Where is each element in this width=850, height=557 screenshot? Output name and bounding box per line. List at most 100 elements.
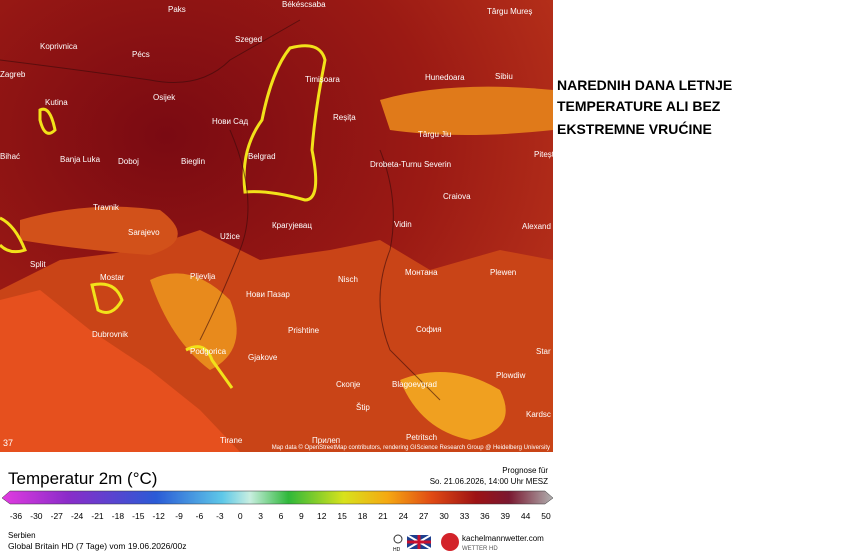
city-label: Travnik — [93, 203, 120, 212]
city-label: Скопје — [336, 380, 361, 389]
map: Paks Békéscsaba Târgu Mureș Koprivnica Pécs S… — [0, 0, 556, 452]
contours — [0, 44, 327, 389]
city-label: Belgrad — [248, 152, 276, 161]
colorbar — [1, 490, 554, 505]
city-label: Banja Luka — [60, 155, 101, 164]
footer-model: Global Britain HD (7 Tage) vom 19.06.202… — [8, 541, 186, 551]
legend-tick: 6 — [279, 511, 284, 521]
legend-tick: -21 — [91, 511, 104, 521]
footer: Serbien Global Britain HD (7 Tage) vom 1… — [8, 531, 544, 553]
city-label: Gjakove — [248, 353, 278, 362]
legend-tick: 36 — [480, 511, 490, 521]
city-label: Star — [536, 347, 551, 356]
legend-tick: -36 — [10, 511, 23, 521]
warm-area — [20, 206, 178, 255]
city-label: Osijek — [153, 93, 176, 102]
legend-tick: 50 — [541, 511, 551, 521]
legend-tick: 24 — [399, 511, 409, 521]
flag-cross — [407, 535, 431, 549]
city-label: Split — [30, 260, 46, 269]
city-label: Нови Сад — [212, 117, 248, 126]
hd-label: HD — [393, 547, 401, 553]
city-label: Plewen — [490, 268, 516, 277]
legend-tick: -18 — [112, 511, 125, 521]
legend-tick: 21 — [378, 511, 388, 521]
city-label: Прилеп — [312, 436, 340, 445]
legend-tick: 30 — [439, 511, 449, 521]
city-label: Монтана — [405, 268, 438, 277]
legend-tick: -27 — [51, 511, 64, 521]
footer-region: Serbien — [8, 531, 36, 540]
city-label: Koprivnica — [40, 42, 78, 51]
legend-tick: 39 — [500, 511, 510, 521]
city-label: Plowdiw — [496, 371, 526, 380]
legend-tick: 12 — [317, 511, 327, 521]
legend-tick: -3 — [216, 511, 224, 521]
forecast-label: Prognose für — [502, 466, 548, 475]
city-label: Sarajevo — [128, 228, 160, 237]
city-label: Drobeta-Turnu Severin — [370, 160, 451, 169]
legend-tick: -6 — [196, 511, 204, 521]
city-label: Prishtine — [288, 326, 320, 335]
corner-value: 37 — [3, 438, 13, 448]
headline: NAREDNIH DANA LETNJE TEMPERATURE ALI BEZ… — [557, 77, 732, 137]
legend-tick: 3 — [258, 511, 263, 521]
legend-tick: 15 — [337, 511, 347, 521]
legend-tick: -15 — [132, 511, 145, 521]
legend-tick: 18 — [358, 511, 368, 521]
city-label: Bihać — [0, 152, 20, 161]
legend-tick: 27 — [419, 511, 429, 521]
city-label: Podgorica — [190, 347, 227, 356]
legend-tick: 9 — [299, 511, 304, 521]
warm-area — [150, 273, 237, 370]
city-label: Pitești — [534, 150, 556, 159]
headline-line: TEMPERATURE ALI BEZ — [557, 98, 721, 114]
city-label: Kardsc — [526, 410, 551, 419]
headline-line: NAREDNIH DANA LETNJE — [557, 77, 732, 93]
forecast-time: So. 21.06.2026, 14:00 Uhr MESZ — [430, 477, 548, 486]
city-label: Dubrovnik — [92, 330, 129, 339]
city-label: Štip — [356, 403, 370, 412]
city-label: Крагујевац — [272, 221, 312, 230]
city-label: Užice — [220, 232, 241, 241]
city-label: Sibiu — [495, 72, 513, 81]
sea — [0, 290, 240, 452]
legend-tick: -12 — [153, 511, 166, 521]
legend-tick: 33 — [460, 511, 470, 521]
attribution: Map data © OpenStreetMap contributors, r… — [272, 444, 550, 451]
borders — [0, 19, 441, 401]
legend-title: Temperatur 2m (°C) — [8, 469, 157, 488]
city-label: Pécs — [132, 50, 150, 59]
legend-tick: 0 — [238, 511, 243, 521]
city-label: Kutina — [45, 98, 68, 107]
city-label: Craiova — [443, 192, 471, 201]
logo-top: kachelmannwetter.com — [462, 534, 544, 543]
legend-tick: 44 — [521, 511, 531, 521]
headline-line: EKSTREMNE VRUĆINE — [557, 120, 712, 137]
city-label: Zagreb — [0, 70, 26, 79]
city-label: Doboj — [118, 157, 139, 166]
city-label: Alexand — [522, 222, 551, 231]
search-icon[interactable] — [393, 534, 403, 544]
city-label: Bieglin — [181, 157, 205, 166]
logo-bottom: WETTER HD — [462, 546, 498, 552]
logo[interactable] — [441, 533, 459, 551]
city-label: Timișoara — [305, 75, 340, 84]
city-label: Paks — [168, 5, 186, 14]
legend-tick: -9 — [175, 511, 183, 521]
city-label: Нови Пазар — [246, 290, 290, 299]
city-label: Târgu Mureș — [487, 7, 532, 16]
legend: Temperatur 2m (°C) Prognose für So. 21.0… — [1, 466, 554, 521]
city-label: Mostar — [100, 273, 125, 282]
warm-area — [400, 372, 506, 440]
city-label: Nisch — [338, 275, 358, 284]
city-label: Vidin — [394, 220, 412, 229]
city-label: Blagoevgrad — [392, 380, 437, 389]
legend-tick: -24 — [71, 511, 84, 521]
legend-tick: -30 — [30, 511, 43, 521]
city-label: Târgu Jiu — [418, 130, 451, 139]
city-label: Tirane — [220, 436, 243, 445]
city-labels: Paks Békéscsaba Târgu Mureș Koprivnica Pécs S… — [0, 0, 556, 445]
city-label: Pljevlja — [190, 272, 216, 281]
